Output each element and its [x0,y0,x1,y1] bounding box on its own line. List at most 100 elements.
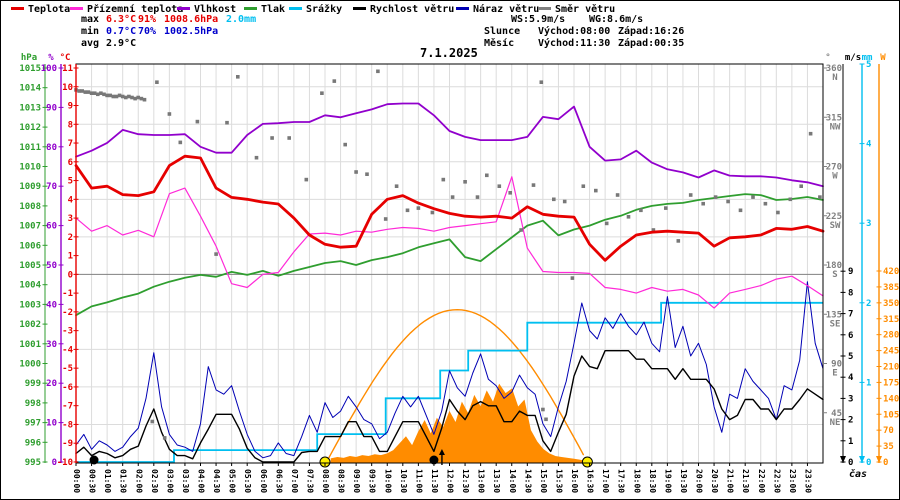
svg-text:6: 6 [68,158,73,168]
legend-swatch-teplota [11,7,24,10]
stat-avg-temperature: 2.9°C [106,38,137,49]
svg-text:01:30: 01:30 [119,469,128,493]
svg-text:11: 11 [62,64,73,74]
series-solar-radiation-area [330,383,587,463]
svg-text:1: 1 [848,437,853,447]
axis-radiation: W 0 35 70 105 140 175 210 245 280 315 350 385 420 [876,53,899,468]
stat-min-pressure: 1002.5hPa [164,26,219,37]
moonset-marker [89,455,99,465]
svg-text:1005: 1005 [19,261,41,271]
svg-text:23:00: 23:00 [788,469,797,493]
svg-text:999: 999 [25,379,41,389]
svg-text:1013: 1013 [19,103,41,113]
svg-text:-8: -8 [62,420,73,430]
svg-text:01:00: 01:00 [103,469,112,493]
svg-text:0: 0 [866,458,871,468]
series-wind-direction [74,69,822,440]
svg-text:18:30: 18:30 [648,469,657,493]
svg-text:996: 996 [25,438,41,448]
stat-moon-label: Měsíc [484,38,515,49]
svg-text:100: 100 [41,64,57,74]
svg-text:07:00: 07:00 [290,469,299,493]
svg-text:1009: 1009 [19,182,41,192]
stat-sun-rise: Východ:08:00 [538,26,611,37]
svg-text:0: 0 [848,458,853,468]
svg-text:10: 10 [46,419,57,429]
svg-text:13:30: 13:30 [492,469,501,493]
legend-swatch-srazky [289,7,302,10]
series-pressure [75,193,824,317]
svg-text:50: 50 [46,261,57,271]
svg-text:-9: -9 [62,439,73,449]
stat-moon-set: Západ:00:35 [618,38,685,49]
svg-text:04:00: 04:00 [197,469,206,493]
svg-text:0: 0 [883,458,888,468]
svg-text:-3: -3 [62,327,73,337]
svg-text:20:30: 20:30 [710,469,719,493]
svg-text:07:30: 07:30 [305,469,314,493]
svg-text:06:30: 06:30 [274,469,283,493]
legend-label-srazky: Srážky [306,4,343,15]
svg-text:245: 245 [883,347,899,357]
svg-text:5: 5 [866,60,871,70]
svg-text:02:00: 02:00 [134,469,143,493]
svg-text:7: 7 [68,139,73,149]
svg-text:1010: 1010 [19,163,41,173]
svg-text:1: 1 [68,252,73,262]
svg-text:SW: SW [830,221,841,231]
svg-text:2: 2 [866,299,871,309]
svg-text:3: 3 [848,394,853,404]
svg-text:08:00: 08:00 [321,469,330,493]
svg-text:2: 2 [68,233,73,243]
svg-text:180: 180 [826,261,842,271]
sunrise-marker [319,456,331,468]
svg-text:čas: čas [849,468,867,480]
svg-text:m/s: m/s [845,53,861,63]
svg-text:05:30: 05:30 [243,469,252,493]
svg-text:10:30: 10:30 [399,469,408,493]
svg-text:00:00: 00:00 [72,469,81,493]
svg-text:3: 3 [866,219,871,229]
svg-text:12:00: 12:00 [446,469,455,493]
svg-text:05:00: 05:00 [228,469,237,493]
legend-label-prizemni: Přízemní teplota [87,4,184,15]
svg-text:22:30: 22:30 [772,469,781,493]
svg-text:03:30: 03:30 [181,469,190,493]
legend-label-rychlost: Rychlost větru [370,4,455,15]
svg-text:-10: -10 [57,458,73,468]
svg-text:12:30: 12:30 [461,469,470,493]
svg-text:385: 385 [883,283,899,293]
svg-text:15:30: 15:30 [554,469,563,493]
stat-max-humidity: 91% [138,14,157,25]
svg-text:23:30: 23:30 [803,469,812,493]
svg-text:5: 5 [68,177,73,187]
svg-text:45: 45 [831,409,842,419]
svg-text:1004: 1004 [19,281,41,291]
svg-text:-7: -7 [62,402,73,412]
svg-text:1012: 1012 [19,123,41,133]
svg-text:04:30: 04:30 [212,469,221,493]
stat-moon-rise: Východ:11:30 [538,38,611,49]
svg-text:SE: SE [830,319,841,329]
svg-text:3: 3 [68,214,73,224]
svg-text:1006: 1006 [19,241,41,251]
svg-text:16:00: 16:00 [570,469,579,493]
svg-text:03:00: 03:00 [165,469,174,493]
series-wind-gust [75,281,824,459]
stat-min-label: min [81,26,100,37]
series-temperature [74,154,825,262]
legend-item-naraz: Náraz větru [456,5,539,15]
legend-item-smer: Směr větru [538,5,615,15]
legend-swatch-prizemni [70,7,83,10]
svg-text:4: 4 [68,195,74,205]
svg-text:6: 6 [848,331,853,341]
svg-text:40: 40 [46,300,57,310]
series-wind-speed [75,350,824,463]
axis-time: 00:00 00:30 01:00 01:30 02:00 02:30 03:00 03:30… [72,463,867,493]
svg-text:998: 998 [25,399,41,409]
stat-wind-speed: WS:5.9m/s [511,14,566,25]
legend-swatch-vlhkost [177,7,190,10]
